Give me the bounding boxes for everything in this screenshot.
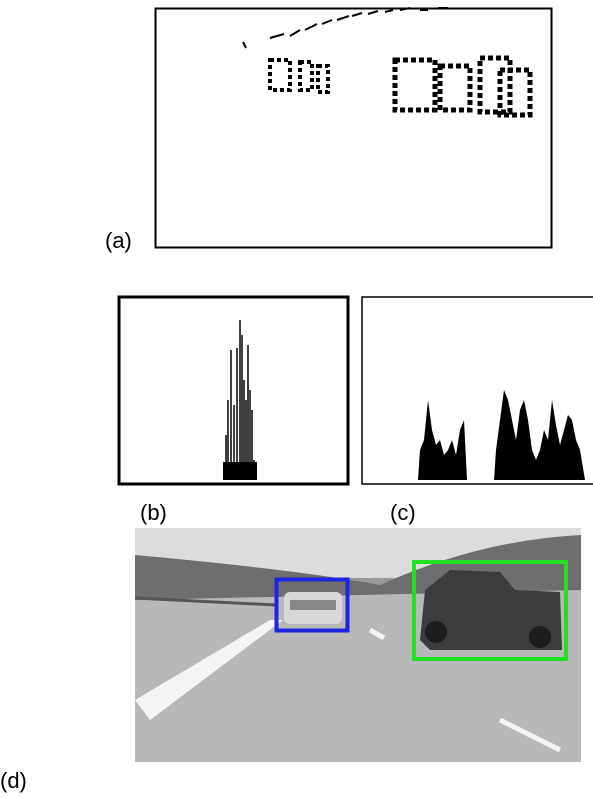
panel-label: (a) [105,228,132,254]
road-image [135,528,581,762]
panel-label: (d) [0,768,27,794]
figure-graphics [0,0,593,798]
panel-label: (b) [140,500,167,526]
panel-a-frame [156,9,552,248]
figure: (a) (b) (c) (d) [0,0,593,798]
panel-label: (c) [390,500,416,526]
